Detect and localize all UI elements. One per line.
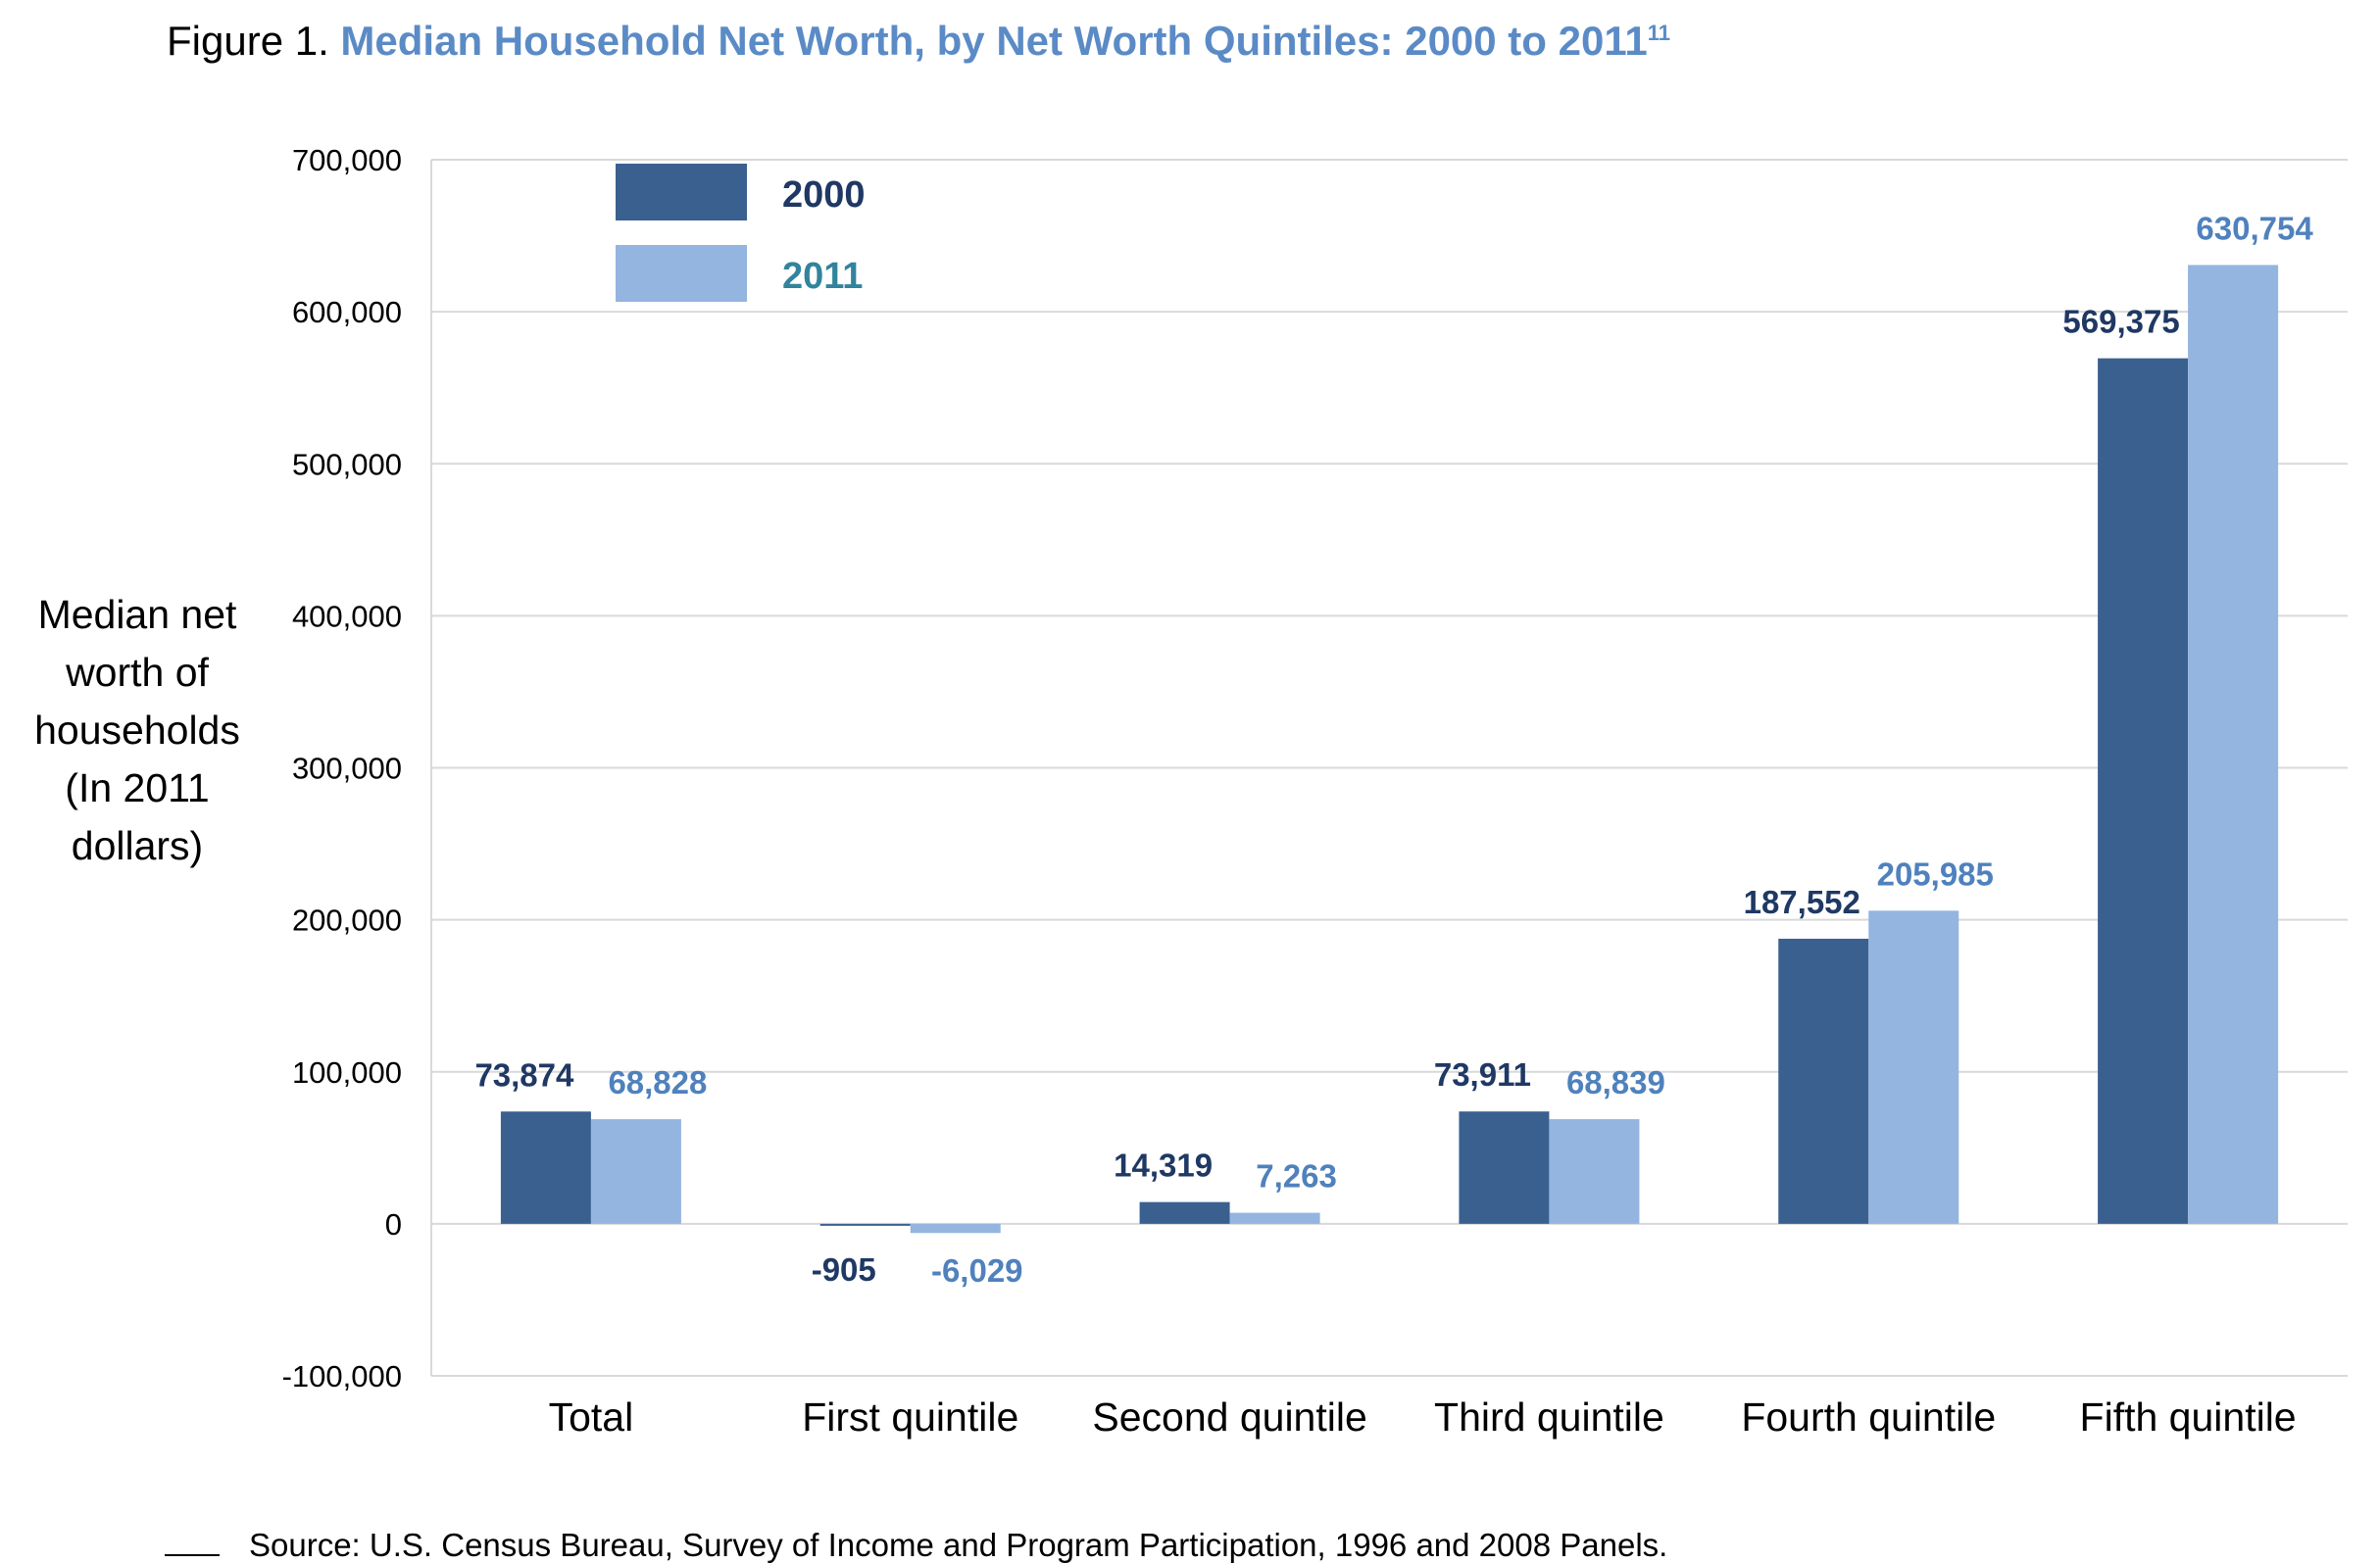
figure-number: Figure 1. [167,18,329,64]
x-tick-label: Total [549,1394,634,1440]
bar-2011 [1549,1119,1640,1224]
value-label-2000: 14,319 [1114,1148,1213,1184]
title-footnote: 11 [1647,21,1671,45]
y-axis-label-line: worth of [66,650,209,695]
legend-label-2011: 2011 [782,256,863,297]
value-label-2011: -6,029 [931,1252,1023,1289]
legend: 2000 2011 [616,164,866,302]
y-axis-ticks: -100,000 0 100,000 200,000 300,000 400,000 500… [282,143,402,1393]
value-labels: 73,874 68,828 -905 -6,029 14,319 7,263 73,911 6… [474,210,2313,1289]
value-label-2011: 68,839 [1566,1064,1665,1100]
bar-2011 [1868,910,1959,1224]
x-tick-label: Third quintile [1434,1394,1664,1440]
value-label-2000: 73,874 [474,1056,574,1093]
footnote-rule [165,1554,220,1556]
source-text: Source: U.S. Census Bureau, Survey of In… [249,1527,1668,1563]
y-tick-label: 600,000 [292,295,402,329]
value-label-2011: 7,263 [1256,1158,1337,1195]
bar-2000 [1459,1111,1550,1224]
y-tick-label: 700,000 [292,143,402,177]
y-tick-label: 100,000 [292,1055,402,1090]
value-label-2000: -905 [812,1251,876,1288]
value-label-2000: 187,552 [1744,884,1860,920]
value-label-2011: 205,985 [1877,855,1994,892]
x-axis-labels: Total First quintile Second quintile Third … [549,1394,2297,1440]
title-text: Median Household Net Worth, by Net Worth… [340,18,1648,64]
y-axis-label-line: households [34,708,240,753]
bar-2000 [2098,358,2189,1224]
y-tick-label: 0 [385,1207,402,1242]
gridlines [430,159,2348,1377]
value-label-2000: 569,375 [2062,304,2179,340]
y-tick-label: 500,000 [292,447,402,481]
x-tick-label: Fourth quintile [1741,1394,1996,1440]
y-tick-label: 200,000 [292,904,402,938]
bars [500,265,2279,1234]
y-axis-label: Median net worth of households (In 2011 … [20,586,255,875]
bar-2000 [500,1111,591,1224]
bar-2011 [910,1223,1001,1234]
y-tick-label: -100,000 [282,1359,402,1393]
legend-swatch-2000 [616,164,747,220]
value-label-2011: 68,828 [608,1064,707,1100]
y-axis-label-line: Median net [37,592,237,637]
y-tick-label: 300,000 [292,752,402,786]
legend-swatch-2011 [616,245,747,302]
bar-2011 [1229,1212,1320,1224]
x-tick-label: First quintile [802,1394,1018,1440]
y-axis-label-line: (In 2011 [65,765,210,810]
bar-2000 [1778,938,1869,1224]
y-tick-label: 400,000 [292,599,402,633]
legend-label-2000: 2000 [782,174,866,216]
value-label-2000: 73,911 [1434,1056,1531,1093]
x-tick-label: Fifth quintile [2080,1394,2297,1440]
bar-2000 [819,1223,911,1226]
x-tick-label: Second quintile [1092,1394,1366,1440]
value-label-2011: 630,754 [2196,210,2313,246]
chart-title: Figure 1. Median Household Net Worth, by… [167,18,1670,65]
bar-2011 [590,1119,681,1224]
source-note: Source: U.S. Census Bureau, Survey of In… [165,1527,1667,1564]
y-axis-label-line: dollars) [71,823,204,868]
bar-2011 [2188,265,2279,1224]
bar-2000 [1139,1201,1230,1224]
